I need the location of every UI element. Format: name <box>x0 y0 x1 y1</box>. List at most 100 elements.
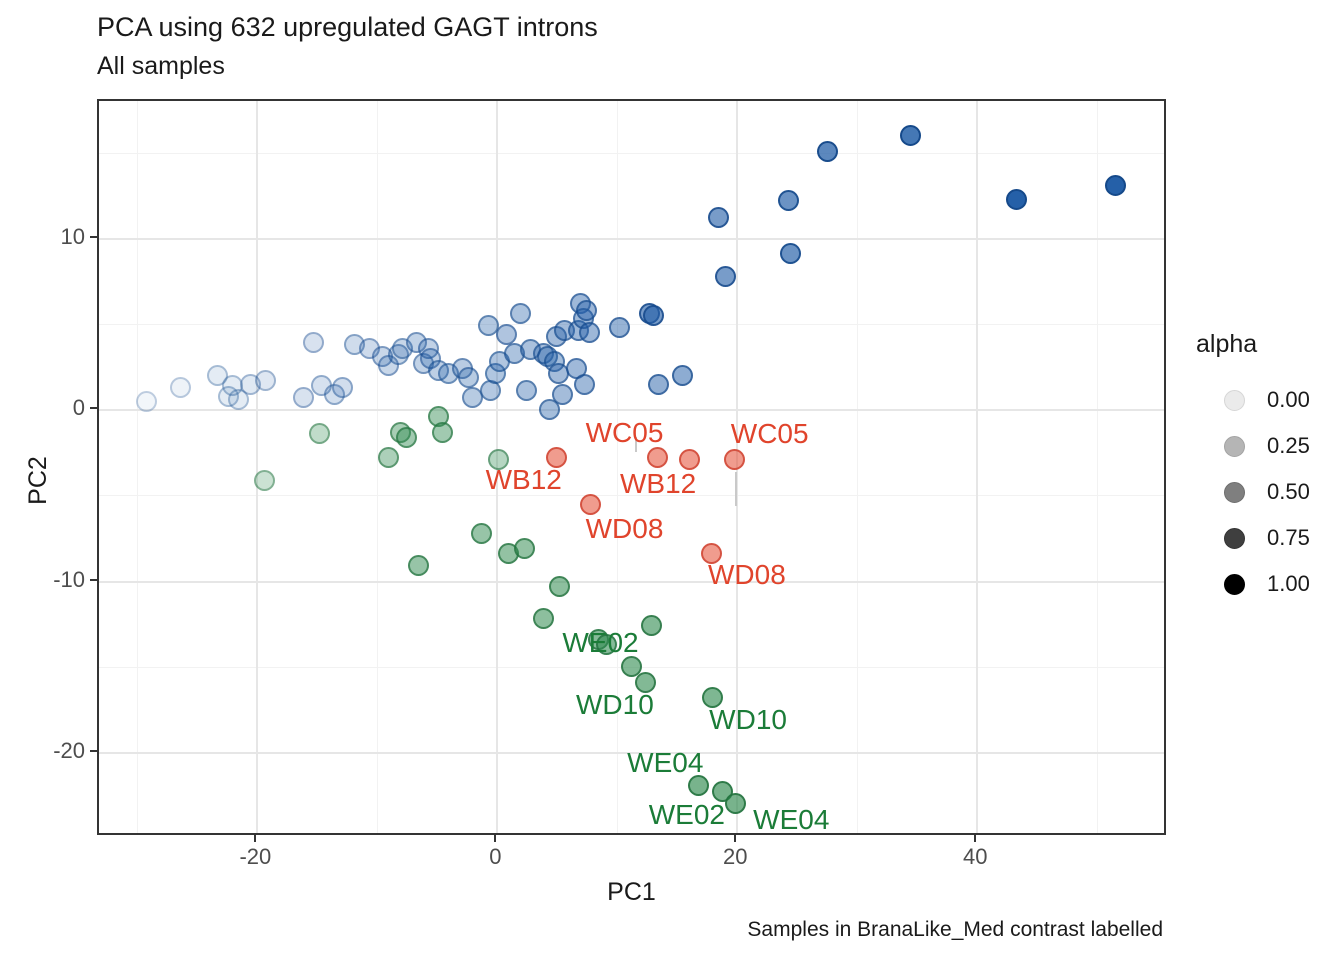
legend-value-label: 0.25 <box>1267 433 1310 458</box>
data-point-blue-group <box>648 373 670 395</box>
data-point-green-group <box>378 447 400 469</box>
data-point-blue-group <box>228 389 250 411</box>
sample-label: WD08 <box>707 558 786 590</box>
data-point-blue-group <box>331 377 353 399</box>
data-point-blue-group <box>672 365 694 387</box>
caption: Samples in BranaLike_Med contrast labell… <box>747 918 1163 941</box>
data-point-blue-group <box>900 125 922 147</box>
data-point-blue-group <box>780 243 802 265</box>
minor-gridline-y <box>99 495 1164 497</box>
data-point-green-group <box>253 469 275 491</box>
legend-value-label: 0.00 <box>1267 387 1310 412</box>
minor-gridline-x <box>136 101 138 833</box>
legend-alpha-swatch <box>1224 435 1245 457</box>
data-point-green-group <box>548 575 570 597</box>
y-tick-mark <box>90 578 97 581</box>
data-point-green-group <box>702 687 724 709</box>
legend-alpha-swatch <box>1224 527 1245 549</box>
sample-label: WD10 <box>709 704 787 736</box>
data-point-green-group <box>408 555 430 577</box>
x-tick-mark <box>494 835 497 842</box>
data-point-blue-group <box>495 323 517 345</box>
minor-gridline-y <box>99 152 1164 154</box>
data-point-blue-group <box>576 299 598 321</box>
data-point-blue-group <box>708 207 730 229</box>
y-tick-label: 10 <box>60 223 85 249</box>
data-point-blue-group <box>1105 174 1127 196</box>
sample-label: WE04 <box>627 747 704 779</box>
data-point-blue-group <box>293 387 315 409</box>
data-point-green-group <box>308 423 330 445</box>
major-gridline-y <box>99 580 1164 583</box>
legend-entry: 1.00 <box>1196 561 1336 607</box>
data-point-blue-group <box>643 305 665 327</box>
x-tick-mark <box>974 835 977 842</box>
sample-label: WD08 <box>585 512 664 544</box>
sample-label: WB12 <box>485 463 562 495</box>
x-tick-label: 40 <box>962 844 988 869</box>
data-point-green-group <box>487 449 509 470</box>
legend-alpha-swatch <box>1224 573 1245 595</box>
data-point-green-group <box>620 656 642 678</box>
y-tick-mark <box>90 750 97 753</box>
legend-entry: 0.00 <box>1196 377 1336 423</box>
data-point-blue-group <box>477 315 499 337</box>
major-gridline-x <box>976 101 979 833</box>
major-gridline-y <box>99 237 1164 240</box>
data-point-green-group <box>635 671 657 693</box>
y-tick-label: 0 <box>72 395 85 421</box>
x-tick-label: -20 <box>239 844 272 869</box>
data-point-blue-group <box>578 322 600 344</box>
data-point-green-group <box>396 426 418 448</box>
sample-label: WC05 <box>585 417 664 449</box>
legend-alpha-swatch <box>1224 389 1245 411</box>
legend-entry: 0.25 <box>1196 423 1336 469</box>
data-point-red-group <box>723 449 745 470</box>
data-point-green-group <box>513 538 535 560</box>
data-point-red-group <box>579 493 601 515</box>
minor-gridline-y <box>99 324 1164 326</box>
data-point-green-group <box>687 774 709 796</box>
data-point-red-group <box>701 543 723 565</box>
minor-gridline-x <box>856 101 858 833</box>
data-point-blue-group <box>539 399 561 421</box>
sample-label: WB12 <box>619 467 697 499</box>
data-point-blue-group <box>169 377 191 399</box>
legend-entry: 0.50 <box>1196 469 1336 515</box>
minor-gridline-x <box>1096 101 1098 833</box>
x-tick-mark <box>254 835 257 842</box>
data-point-blue-group <box>715 265 737 287</box>
data-point-green-group <box>533 608 555 630</box>
data-point-red-group <box>679 449 701 470</box>
data-point-blue-group <box>302 332 324 354</box>
major-gridline-y <box>99 409 1164 412</box>
major-gridline-x <box>256 101 259 833</box>
data-point-blue-group <box>552 383 574 405</box>
sample-label: WE02 <box>562 626 639 658</box>
x-axis-title: PC1 <box>607 878 656 906</box>
sample-label: WC05 <box>730 418 809 450</box>
data-point-blue-group <box>1005 188 1027 210</box>
y-tick-mark <box>90 407 97 410</box>
legend-alpha-swatch <box>1224 481 1245 503</box>
x-tick-label: 20 <box>723 844 748 869</box>
data-point-red-group <box>647 447 669 469</box>
legend-value-label: 1.00 <box>1267 571 1310 596</box>
label-leader-segment <box>635 436 638 453</box>
data-point-red-group <box>546 447 568 469</box>
sample-label: WE02 <box>648 798 725 830</box>
data-point-green-group <box>432 421 454 443</box>
data-point-blue-group <box>135 390 157 412</box>
plot-panel: WC05 WC05 WB12 WB12 WD08 WD08 WE02 WD10 WD10 WE04… <box>97 99 1166 835</box>
legend-title: alpha <box>1196 330 1258 358</box>
data-point-green-group <box>470 522 492 544</box>
data-point-blue-group <box>457 366 479 388</box>
legend-entries: 0.00 0.25 0.50 0.75 1.00 <box>1196 377 1336 607</box>
data-point-green-group <box>595 634 617 656</box>
legend-value-label: 0.50 <box>1267 479 1310 504</box>
y-tick-label: -20 <box>53 738 85 764</box>
data-point-blue-group <box>817 140 839 162</box>
minor-gridline-x <box>616 101 618 833</box>
x-tick-mark <box>734 835 737 842</box>
sample-label: WE04 <box>753 803 830 835</box>
